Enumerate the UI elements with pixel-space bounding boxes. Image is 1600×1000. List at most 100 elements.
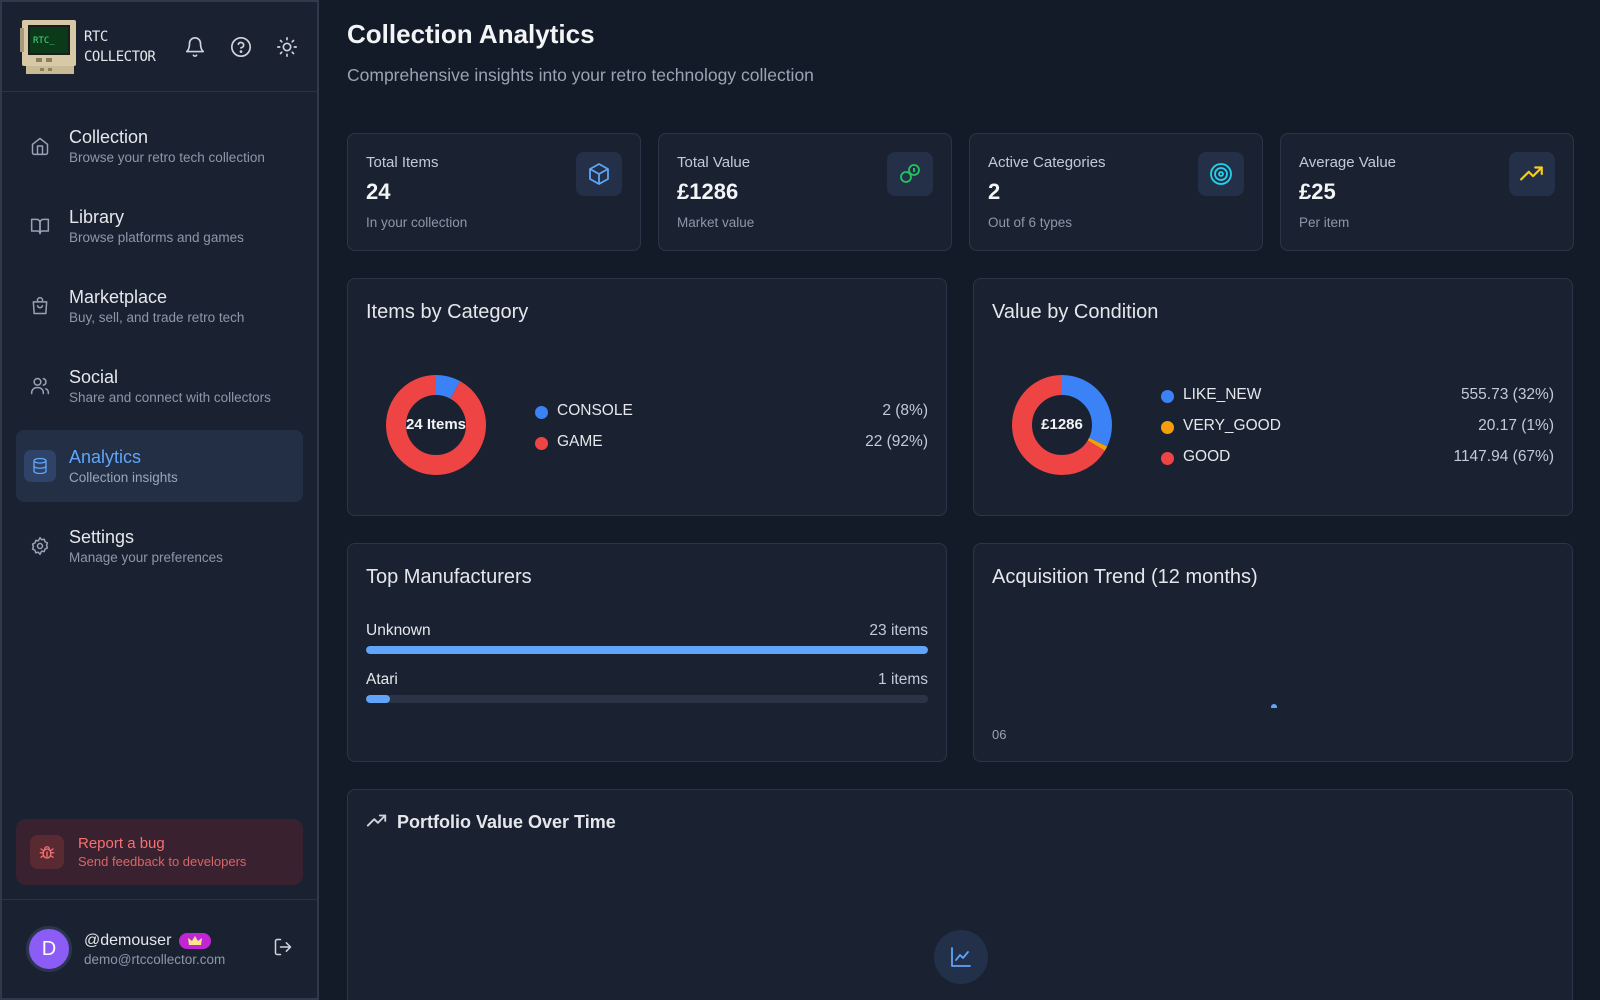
report-bug-button[interactable]: Report a bug Send feedback to developers <box>16 819 303 885</box>
card-title: Value by Condition <box>992 301 1159 323</box>
home-icon <box>30 136 50 156</box>
stat-card-active-categories: Active Categories 2 Out of 6 types <box>969 133 1263 251</box>
legend-item: LIKE_NEW 555.73 (32%) <box>974 386 1572 406</box>
stat-value: 2 <box>988 179 1001 204</box>
sidebar-item-social[interactable]: Social Share and connect with collectors <box>16 350 303 422</box>
sidebar-item-title: Social <box>69 366 119 387</box>
progress-fill <box>366 646 928 654</box>
legend-dot <box>535 437 548 450</box>
stat-subtitle: Market value <box>677 215 755 230</box>
condition-donut-chart <box>1012 375 1112 475</box>
manufacturer-name: Atari <box>366 671 398 688</box>
chart-placeholder-icon <box>934 930 988 984</box>
sidebar-divider <box>2 899 317 900</box>
user-profile: D @demouser demo@rtccollector.com <box>2 900 317 998</box>
trend-bar <box>1271 704 1277 708</box>
manufacturer-count: 1 items <box>878 671 928 688</box>
sidebar-item-subtitle: Browse platforms and games <box>69 229 244 245</box>
value-by-condition-card: Value by Condition £1286 LIKE_NEW 555.73… <box>973 278 1573 516</box>
donut-slice-game <box>386 375 486 475</box>
stat-value: 24 <box>366 179 391 204</box>
sidebar-item-subtitle: Collection insights <box>69 469 178 485</box>
items-by-category-card: Items by Category 24 Items CONSOLE 2 (8%… <box>347 278 947 516</box>
manufacturer-row: Atari 1 items <box>366 671 928 711</box>
donut-center-label: 24 Items <box>405 416 467 433</box>
stat-label: Active Categories <box>988 154 1106 171</box>
sidebar-item-title: Settings <box>69 526 135 547</box>
card-title: Acquisition Trend (12 months) <box>992 566 1258 588</box>
cube-icon <box>576 152 622 196</box>
legend-name: VERY_GOOD <box>1183 417 1281 434</box>
stat-value: £1286 <box>677 179 739 204</box>
user-handle: @demouser <box>84 931 172 949</box>
trending-up-icon <box>366 810 388 837</box>
sidebar: RTC_ RTC COLLECTOR <box>0 0 319 1000</box>
help-icon[interactable] <box>229 35 253 59</box>
progress-fill <box>366 695 391 703</box>
card-title: Top Manufacturers <box>366 566 532 588</box>
legend-item: GOOD 1147.94 (67%) <box>974 448 1572 468</box>
sidebar-header: RTC_ RTC COLLECTOR <box>2 2 317 92</box>
acquisition-trend-card: Acquisition Trend (12 months) 06 <box>973 543 1573 762</box>
progress-track <box>366 646 928 654</box>
trend-x-label: 06 <box>992 727 1007 742</box>
manufacturer-name: Unknown <box>366 622 431 639</box>
legend-item: GAME 22 (92%) <box>348 433 946 453</box>
legend-dot <box>535 406 548 419</box>
legend-item: VERY_GOOD 20.17 (1%) <box>974 417 1572 437</box>
sidebar-item-title: Collection <box>69 126 149 147</box>
sidebar-item-analytics[interactable]: Analytics Collection insights <box>16 430 303 502</box>
progress-track <box>366 695 928 703</box>
sidebar-item-title: Marketplace <box>69 286 168 307</box>
legend-value: 22 (92%) <box>865 433 928 450</box>
stat-card-total-value: Total Value £1286 Market value <box>658 133 952 251</box>
app-logo[interactable]: RTC_ RTC COLLECTOR <box>20 19 173 74</box>
crown-icon <box>179 932 212 949</box>
avatar[interactable]: D <box>26 926 72 972</box>
page-title: Collection Analytics <box>347 19 595 49</box>
trending-up-icon <box>1509 152 1555 196</box>
bug-icon <box>30 835 64 869</box>
manufacturer-row: Unknown 23 items <box>366 622 928 662</box>
book-icon <box>30 216 50 236</box>
sidebar-item-title: Library <box>69 206 125 227</box>
stat-value: £25 <box>1299 179 1336 204</box>
sidebar-item-subtitle: Buy, sell, and trade retro tech <box>69 309 245 325</box>
report-bug-subtitle: Send feedback to developers <box>78 854 247 869</box>
logo-line-1: RTC <box>84 28 108 45</box>
logo-screen-text: RTC_ <box>33 36 55 46</box>
stat-label: Average Value <box>1299 154 1397 171</box>
bell-icon[interactable] <box>183 35 207 59</box>
legend-value: 555.73 (32%) <box>1460 386 1554 403</box>
card-title: Portfolio Value Over Time <box>397 812 616 832</box>
logo-text: RTC COLLECTOR <box>84 27 156 67</box>
legend-value: 20.17 (1%) <box>1478 417 1554 434</box>
gear-icon <box>30 536 50 556</box>
target-icon <box>1198 152 1244 196</box>
donut-slice-good <box>1012 375 1112 475</box>
sidebar-item-settings[interactable]: Settings Manage your preferences <box>16 510 303 582</box>
sidebar-item-subtitle: Manage your preferences <box>69 549 223 565</box>
shopping-bag-icon <box>30 296 50 316</box>
legend-value: 2 (8%) <box>882 402 928 419</box>
sidebar-item-library[interactable]: Library Browse platforms and games <box>16 190 303 262</box>
sidebar-item-collection[interactable]: Collection Browse your retro tech collec… <box>16 110 303 182</box>
category-donut-chart <box>386 375 486 475</box>
legend-name: LIKE_NEW <box>1183 386 1262 403</box>
portfolio-value-card: Portfolio Value Over Time <box>347 789 1573 1000</box>
stat-subtitle: Per item <box>1299 215 1350 230</box>
legend-name: CONSOLE <box>557 402 633 419</box>
coins-icon <box>887 152 933 196</box>
sidebar-nav: Collection Browse your retro tech collec… <box>2 92 317 819</box>
computer-logo-icon: RTC_ <box>20 19 78 74</box>
legend-name: GAME <box>557 433 603 450</box>
sun-theme-icon[interactable] <box>275 35 299 59</box>
logout-icon[interactable] <box>273 937 293 962</box>
sidebar-item-marketplace[interactable]: Marketplace Buy, sell, and trade retro t… <box>16 270 303 342</box>
legend-dot <box>1161 421 1174 434</box>
users-icon <box>30 376 50 396</box>
stat-subtitle: In your collection <box>366 215 468 230</box>
legend-dot <box>1161 390 1174 403</box>
user-email: demo@rtccollector.com <box>84 951 226 967</box>
card-title: Items by Category <box>366 301 529 323</box>
